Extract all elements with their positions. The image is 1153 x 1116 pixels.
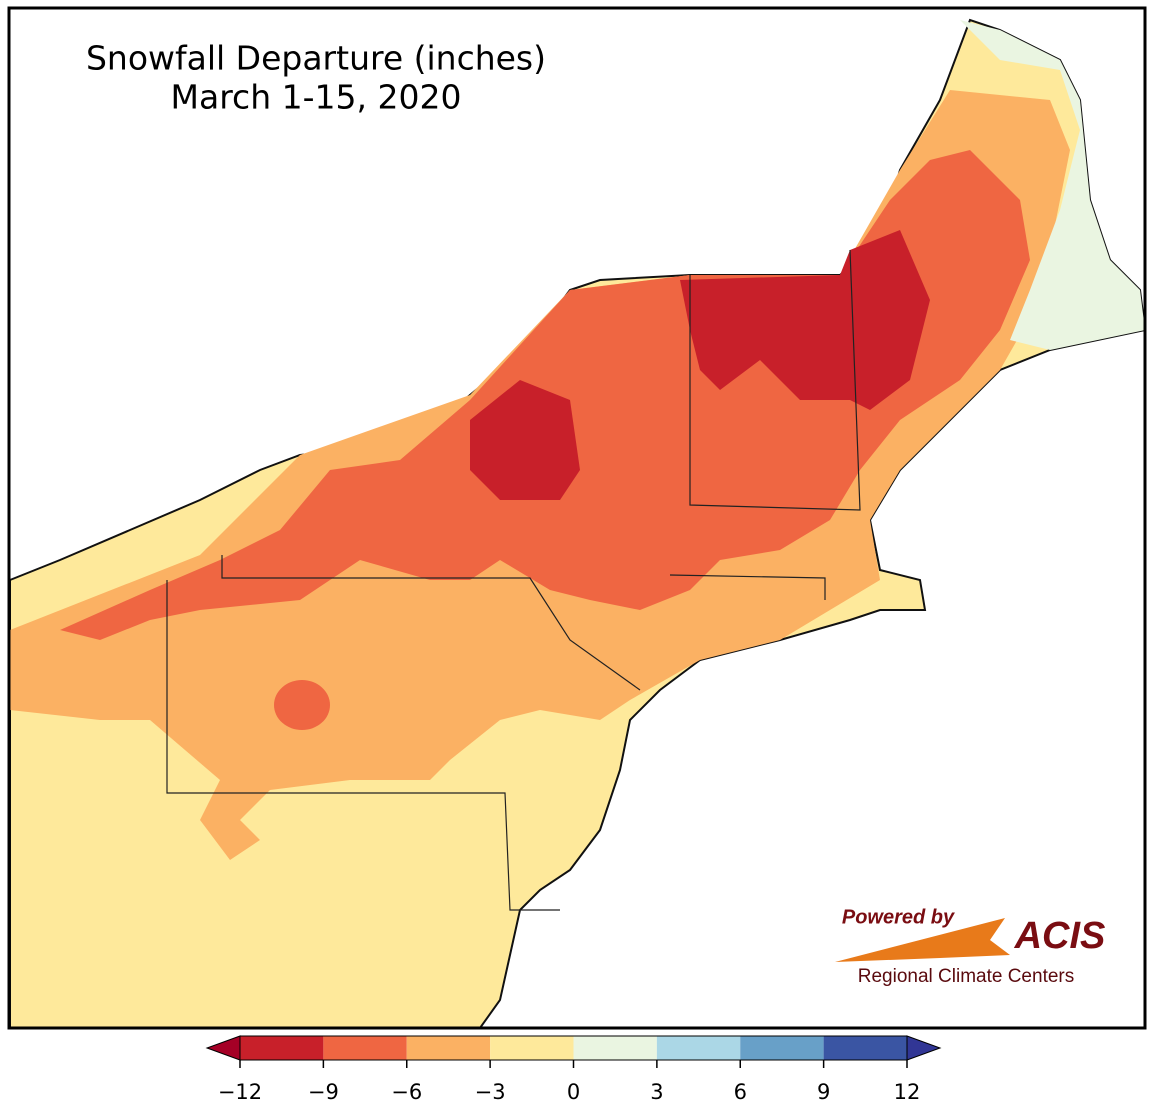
colorbar-tick-label: −6	[391, 1080, 422, 1104]
colorbar-under	[205, 1035, 241, 1061]
region-minus-12-to-9	[470, 380, 580, 500]
colorbar-bin	[323, 1036, 407, 1060]
colorbar-over	[906, 1035, 942, 1061]
state-border	[166, 580, 560, 911]
colorbar-bin	[656, 1036, 741, 1060]
state-border	[221, 555, 641, 691]
colorbar-bin	[823, 1036, 907, 1060]
logo-swoosh	[835, 918, 1010, 962]
colorbar: −12 −9 −6 −3 0 3 6 9 12	[205, 1035, 942, 1104]
logo-name: ACIS	[1014, 915, 1106, 957]
map-title: Snowfall Departure (inches)	[86, 39, 546, 78]
map-frame	[7, 6, 1147, 1030]
colorbar-bin	[490, 1036, 574, 1060]
colorbar-tick-label: 6	[734, 1080, 747, 1104]
colorbar-tick-label: −12	[218, 1080, 262, 1104]
colorbar-tick-label: 0	[567, 1080, 580, 1104]
map	[9, 18, 1147, 1029]
state-border	[689, 249, 861, 511]
colorbar-bin	[573, 1036, 657, 1060]
logo-powered-by: Powered by	[842, 906, 955, 928]
logo: Powered by ACIS Regional Climate Centers	[835, 906, 1105, 987]
region-0-to-3	[960, 20, 1145, 350]
colorbar-bin	[740, 1036, 824, 1060]
map-subtitle: March 1-15, 2020	[171, 78, 462, 117]
colorbar-tick-label: 12	[894, 1080, 921, 1104]
colorbar-tick-label: −3	[475, 1080, 506, 1104]
region-minus-9-to-6	[274, 680, 330, 730]
colorbar-bin	[406, 1036, 491, 1060]
logo-org: Regional Climate Centers	[858, 966, 1075, 987]
colorbar-bin	[240, 1036, 324, 1060]
colorbar-tick-label: 9	[817, 1080, 830, 1104]
region-minus-12-to-9	[680, 230, 930, 410]
state-border	[669, 574, 826, 600]
colorbar-tick-label: −9	[308, 1080, 339, 1104]
colorbar-tick-label: 3	[650, 1080, 663, 1104]
